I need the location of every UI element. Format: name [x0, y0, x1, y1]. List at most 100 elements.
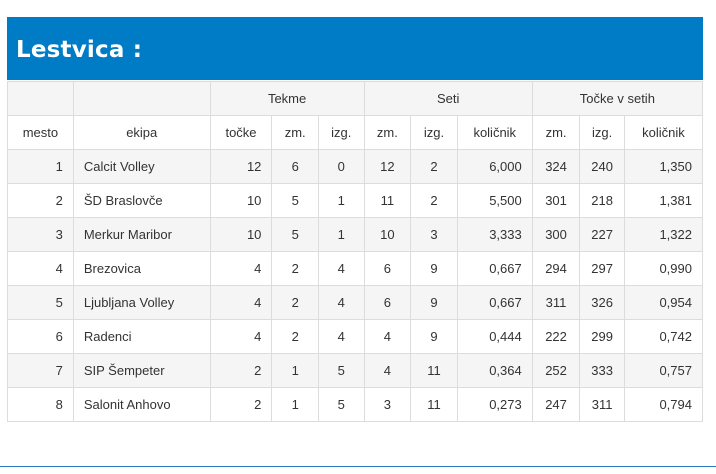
- table-row: 5 Ljubljana Volley 4 2 4 6 9 0,667 311 3…: [7, 285, 704, 320]
- cell-seti-izg: 3: [410, 217, 458, 252]
- title-bar: Lestvica :: [7, 17, 703, 80]
- group-header-empty: [72, 81, 211, 116]
- cell-tocke-izg: 227: [579, 217, 625, 252]
- cell-tocke: 4: [209, 251, 273, 286]
- table-row: 1 Calcit Volley 12 6 0 12 2 6,000 324 24…: [7, 149, 704, 184]
- cell-tocke: 4: [209, 285, 273, 320]
- cell-tocke: 4: [209, 319, 273, 354]
- group-header-tekme: Tekme: [209, 81, 365, 116]
- cell-ekipa: Brezovica: [72, 251, 211, 286]
- cell-tekme-zm: 2: [271, 251, 319, 286]
- table-row: 6 Radenci 4 2 4 4 9 0,444 222 299 0,742: [7, 319, 704, 354]
- group-header-seti: Seti: [363, 81, 533, 116]
- cell-mesto: 7: [7, 353, 74, 388]
- page-title: Lestvica :: [16, 36, 143, 63]
- cell-tocke-kolicnik: 1,322: [623, 217, 704, 252]
- cell-tocke-izg: 299: [579, 319, 625, 354]
- cell-tocke-kolicnik: 0,954: [623, 285, 704, 320]
- cell-tekme-zm: 6: [271, 149, 319, 184]
- column-header-tocke-zm: zm.: [531, 115, 581, 150]
- cell-seti-kolicnik: 0,364: [456, 353, 533, 388]
- column-header-mesto: mesto: [7, 115, 74, 150]
- cell-seti-zm: 4: [363, 353, 412, 388]
- cell-tocke: 2: [209, 353, 273, 388]
- cell-tocke-kolicnik: 1,381: [623, 183, 704, 218]
- cell-tocke-zm: 252: [531, 353, 581, 388]
- group-header-empty: [7, 81, 74, 116]
- cell-tekme-izg: 1: [318, 183, 365, 218]
- cell-tekme-izg: 0: [318, 149, 365, 184]
- cell-tocke-kolicnik: 0,757: [623, 353, 704, 388]
- cell-seti-kolicnik: 3,333: [456, 217, 533, 252]
- cell-tekme-zm: 5: [271, 217, 319, 252]
- cell-seti-izg: 9: [410, 285, 458, 320]
- footer-divider: [0, 466, 716, 467]
- cell-ekipa: Radenci: [72, 319, 211, 354]
- cell-seti-kolicnik: 6,000: [456, 149, 533, 184]
- cell-seti-izg: 11: [410, 387, 458, 422]
- standings-table: Tekme Seti Točke v setih mesto ekipa toč…: [7, 81, 704, 422]
- cell-tocke-izg: 297: [579, 251, 625, 286]
- cell-tekme-zm: 1: [271, 387, 319, 422]
- cell-tocke-izg: 240: [579, 149, 625, 184]
- cell-tekme-zm: 2: [271, 319, 319, 354]
- table-row: 4 Brezovica 4 2 4 6 9 0,667 294 297 0,99…: [7, 251, 704, 286]
- cell-seti-zm: 4: [363, 319, 412, 354]
- cell-tocke-kolicnik: 0,990: [623, 251, 704, 286]
- cell-tocke-kolicnik: 0,742: [623, 319, 704, 354]
- cell-mesto: 5: [7, 285, 74, 320]
- cell-mesto: 3: [7, 217, 74, 252]
- cell-ekipa: Calcit Volley: [72, 149, 211, 184]
- cell-ekipa: ŠD Braslovče: [72, 183, 211, 218]
- cell-tekme-izg: 1: [318, 217, 365, 252]
- cell-tocke-izg: 326: [579, 285, 625, 320]
- column-header-tocke-kolicnik: količnik: [623, 115, 704, 150]
- cell-mesto: 2: [7, 183, 74, 218]
- cell-seti-izg: 2: [410, 183, 458, 218]
- cell-seti-zm: 10: [363, 217, 412, 252]
- cell-seti-zm: 6: [363, 251, 412, 286]
- group-header-tocke-v-setih: Točke v setih: [531, 81, 704, 116]
- cell-tocke-zm: 222: [531, 319, 581, 354]
- cell-tekme-zm: 1: [271, 353, 319, 388]
- cell-tocke-zm: 311: [531, 285, 581, 320]
- cell-tocke-zm: 300: [531, 217, 581, 252]
- cell-tekme-izg: 5: [318, 353, 365, 388]
- cell-tocke-izg: 311: [579, 387, 625, 422]
- cell-tekme-izg: 4: [318, 251, 365, 286]
- cell-tocke: 10: [209, 217, 273, 252]
- cell-ekipa: SIP Šempeter: [72, 353, 211, 388]
- cell-tekme-izg: 4: [318, 285, 365, 320]
- cell-tocke-zm: 324: [531, 149, 581, 184]
- table-row: 8 Salonit Anhovo 2 1 5 3 11 0,273 247 31…: [7, 387, 704, 422]
- column-header-tocke: točke: [209, 115, 273, 150]
- cell-tekme-zm: 5: [271, 183, 319, 218]
- cell-tocke-kolicnik: 0,794: [623, 387, 704, 422]
- cell-seti-kolicnik: 0,444: [456, 319, 533, 354]
- cell-tocke-zm: 301: [531, 183, 581, 218]
- column-header-tekme-izg: izg.: [318, 115, 365, 150]
- table-row: 2 ŠD Braslovče 10 5 1 11 2 5,500 301 218…: [7, 183, 704, 218]
- cell-seti-izg: 9: [410, 251, 458, 286]
- cell-mesto: 8: [7, 387, 74, 422]
- group-header-row: Tekme Seti Točke v setih: [7, 81, 704, 116]
- cell-seti-kolicnik: 0,667: [456, 285, 533, 320]
- column-header-ekipa: ekipa: [72, 115, 211, 150]
- column-header-tekme-zm: zm.: [271, 115, 319, 150]
- cell-seti-izg: 9: [410, 319, 458, 354]
- cell-seti-kolicnik: 5,500: [456, 183, 533, 218]
- cell-tocke-zm: 247: [531, 387, 581, 422]
- cell-ekipa: Ljubljana Volley: [72, 285, 211, 320]
- cell-tekme-izg: 5: [318, 387, 365, 422]
- cell-seti-izg: 2: [410, 149, 458, 184]
- cell-mesto: 6: [7, 319, 74, 354]
- cell-tocke: 12: [209, 149, 273, 184]
- cell-tocke-izg: 218: [579, 183, 625, 218]
- column-header-seti-zm: zm.: [363, 115, 412, 150]
- cell-seti-zm: 11: [363, 183, 412, 218]
- cell-tocke: 2: [209, 387, 273, 422]
- cell-mesto: 1: [7, 149, 74, 184]
- column-header-row: mesto ekipa točke zm. izg. zm. izg. koli…: [7, 115, 704, 150]
- cell-tocke-zm: 294: [531, 251, 581, 286]
